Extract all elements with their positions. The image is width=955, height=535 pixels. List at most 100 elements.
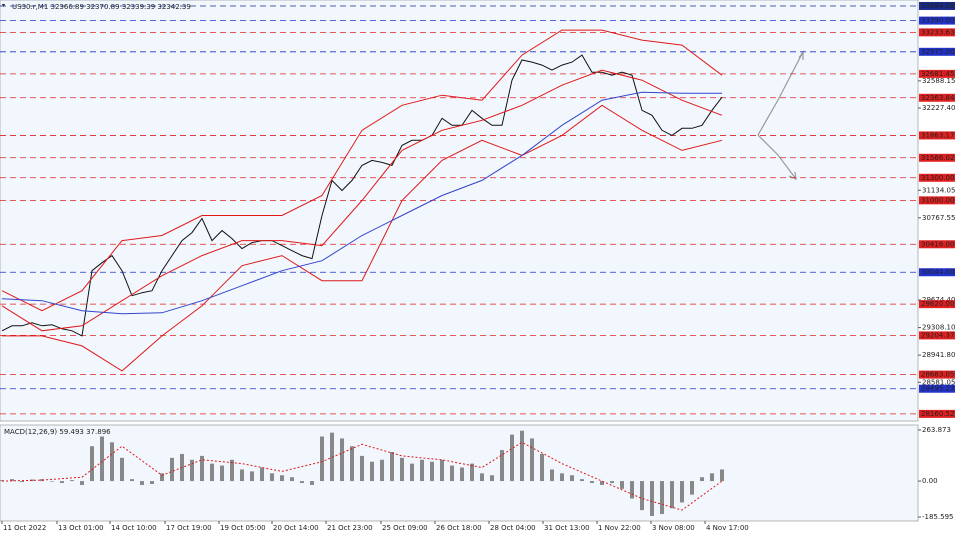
level-label: 30416.00 [921, 240, 954, 248]
x-tick-label: 20 Oct 14:00 [273, 524, 319, 532]
macd-bar [90, 446, 94, 482]
macd-bar [110, 442, 114, 482]
x-tick-label: 21 Oct 23:00 [327, 524, 373, 532]
macd-bar [230, 459, 234, 482]
macd-bar [400, 457, 404, 482]
y-tick-label: 28941.80 [922, 351, 955, 359]
macd-bar [190, 459, 194, 482]
level-label: 28160.52 [921, 410, 954, 418]
macd-bar [310, 481, 314, 485]
macd-bar [150, 481, 154, 484]
macd-bar [290, 477, 294, 482]
macd-bar [510, 434, 514, 482]
series-line [2, 104, 723, 372]
level-box [919, 370, 955, 379]
macd-bar [60, 481, 64, 484]
macd-bar [300, 481, 304, 484]
macd-bar [120, 457, 124, 482]
level-box [919, 153, 955, 162]
macd-bar [490, 475, 494, 482]
x-tick-label: 4 Nov 17:00 [706, 524, 749, 532]
level-box [919, 409, 955, 418]
x-tick-label: 3 Nov 08:00 [652, 524, 695, 532]
macd-bar [280, 475, 284, 482]
macd-bar [220, 465, 224, 482]
x-tick-label: 17 Oct 19:00 [166, 524, 212, 532]
x-tick-label: 25 Oct 09:00 [382, 524, 428, 532]
title-marker [2, 4, 5, 7]
macd-bar [390, 452, 394, 482]
macd-bar [350, 446, 354, 482]
series-line [1, 54, 723, 337]
projection-arrows [757, 50, 804, 180]
level-box [919, 69, 955, 78]
macd-bar [100, 436, 104, 482]
level-box [919, 196, 955, 205]
level-label: 29620.00 [921, 300, 954, 308]
macd-bar [470, 463, 474, 482]
macd-bar [380, 459, 384, 482]
macd-bar [670, 481, 674, 509]
macd-bar [610, 481, 614, 484]
macd-bar [140, 481, 144, 485]
x-tick-label: 11 Oct 2022 [3, 524, 46, 532]
macd-bar [360, 455, 364, 482]
macd-bar [440, 459, 444, 482]
macd-bar [710, 473, 714, 482]
macd-bar [520, 430, 524, 482]
macd-bar [0, 480, 4, 482]
macd-bar [430, 461, 434, 482]
level-label: 33233.63 [921, 28, 954, 36]
macd-bar [500, 450, 504, 482]
y-tick-label: 263.873 [922, 426, 951, 434]
macd-bar [160, 473, 164, 482]
y-tick-label: 30767.55 [922, 214, 955, 222]
level-label: 32681.45 [921, 70, 954, 78]
macd-bar [690, 481, 694, 495]
macd-bar [270, 473, 274, 482]
level-label: 31300.00 [921, 174, 954, 182]
level-label: 28495.23 [921, 385, 954, 393]
main-panel [0, 0, 919, 422]
macd-bar [70, 480, 74, 482]
level-box [919, 384, 955, 393]
y-tick-label: 32588.15 [922, 77, 955, 85]
level-label: 32975.00 [921, 48, 954, 56]
signal-line [1, 441, 723, 511]
macd-bar [450, 465, 454, 482]
x-tick-label: 13 Oct 01:00 [58, 524, 104, 532]
macd-bar [260, 467, 264, 482]
macd-bar [460, 467, 464, 482]
macd-bar [250, 471, 254, 482]
y-tick-label: 28581.05 [922, 378, 955, 386]
macd-bar [410, 463, 414, 482]
macd-bar [660, 481, 664, 515]
level-box [919, 47, 955, 56]
macd-bar [170, 457, 174, 482]
level-box [919, 173, 955, 182]
level-box [919, 268, 955, 277]
macd-bar [550, 469, 554, 482]
x-tick-label: 1 Nov 22:00 [598, 524, 641, 532]
level-box [919, 16, 955, 25]
level-label: 33584.59 [921, 2, 954, 10]
chart-title: US30.r,M1 32366.89 32370.89 32339.39 323… [12, 3, 191, 11]
level-box [919, 331, 955, 340]
level-label: 31000.00 [921, 196, 954, 204]
macd-bar [590, 481, 594, 484]
y-tick-label: -185.595 [922, 513, 953, 521]
macd-bar [50, 481, 54, 482]
macd-bar [320, 436, 324, 482]
x-tick-label: 19 Oct 05:00 [220, 524, 266, 532]
macd-bar [340, 438, 344, 482]
x-tick-label: 28 Oct 04:00 [490, 524, 536, 532]
macd-bar [30, 479, 34, 482]
y-tick-label: 32227.40 [922, 104, 955, 112]
level-label: 31566.02 [921, 154, 954, 162]
level-box [919, 1, 955, 10]
macd-bar [480, 473, 484, 482]
macd-bar [240, 469, 244, 482]
macd-title: MACD(12,26,9) 59.493 37.896 [4, 428, 111, 436]
macd-bar [560, 473, 564, 482]
